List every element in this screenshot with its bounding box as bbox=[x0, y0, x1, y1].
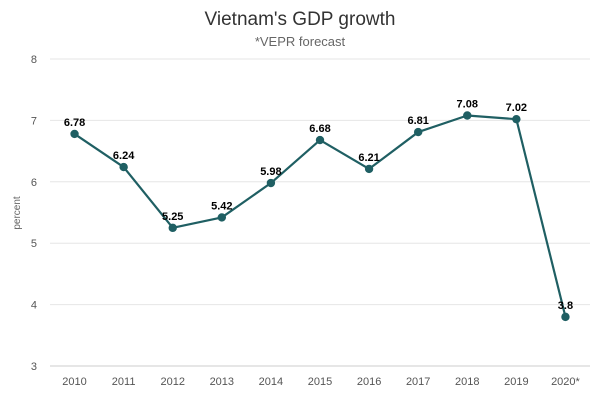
data-point bbox=[561, 312, 570, 322]
data-points bbox=[70, 111, 570, 322]
data-point bbox=[512, 114, 521, 124]
data-point bbox=[463, 111, 472, 120]
data-label: 6.68 bbox=[309, 123, 330, 135]
x-tick-label: 2020* bbox=[551, 376, 580, 388]
data-label: 6.24 bbox=[113, 150, 135, 162]
data-label: 6.78 bbox=[64, 117, 85, 129]
data-point bbox=[217, 213, 227, 222]
data-point bbox=[413, 127, 423, 137]
data-label: 6.81 bbox=[407, 115, 428, 127]
y-tick-label: 5 bbox=[31, 238, 37, 250]
data-point bbox=[266, 178, 276, 188]
y-tick-label: 7 bbox=[31, 115, 37, 127]
x-tick-label: 2010 bbox=[62, 376, 86, 388]
data-label: 6.21 bbox=[358, 152, 379, 164]
x-tick-label: 2012 bbox=[160, 376, 184, 388]
x-tick-label: 2015 bbox=[308, 376, 332, 388]
data-label: 5.98 bbox=[260, 166, 281, 178]
series-line bbox=[73, 114, 567, 318]
data-labels: 6.78 6.24 5.25 5.42 5.98 6.68 6.21 6.81 7.08 7.02… bbox=[64, 98, 573, 311]
series-line-layer bbox=[73, 114, 567, 318]
chart-subtitle: *VEPR forecast bbox=[255, 34, 346, 49]
data-label: 7.08 bbox=[457, 98, 478, 110]
data-point bbox=[119, 162, 128, 172]
data-point bbox=[168, 223, 177, 233]
data-point bbox=[315, 135, 325, 145]
x-tick-label: 2017 bbox=[406, 376, 430, 388]
x-tick-label: 2014 bbox=[259, 376, 283, 388]
y-axis-ticks: 3 4 5 6 7 8 bbox=[31, 54, 37, 373]
y-tick-label: 3 bbox=[31, 361, 37, 373]
x-tick-label: 2013 bbox=[210, 376, 234, 388]
data-point bbox=[364, 164, 374, 174]
data-label: 5.42 bbox=[211, 200, 232, 212]
data-label: 5.25 bbox=[162, 211, 183, 223]
x-tick-label: 2018 bbox=[455, 376, 479, 388]
x-axis-ticks: 2010 2011 2012 2013 2014 2015 2016 2017 2018 2019… bbox=[62, 376, 580, 388]
chart-title: Vietnam's GDP growth bbox=[205, 9, 396, 30]
gridlines bbox=[50, 58, 590, 367]
x-tick-label: 2011 bbox=[112, 376, 136, 388]
data-label: 7.02 bbox=[506, 102, 527, 114]
data-label: 3.8 bbox=[558, 300, 573, 312]
x-tick-label: 2016 bbox=[357, 376, 381, 388]
data-point bbox=[70, 129, 79, 139]
y-axis-label: percent bbox=[12, 196, 23, 230]
x-tick-label: 2019 bbox=[504, 376, 528, 388]
y-tick-label: 4 bbox=[31, 300, 37, 312]
y-tick-label: 8 bbox=[31, 54, 37, 66]
y-tick-label: 6 bbox=[31, 177, 37, 189]
